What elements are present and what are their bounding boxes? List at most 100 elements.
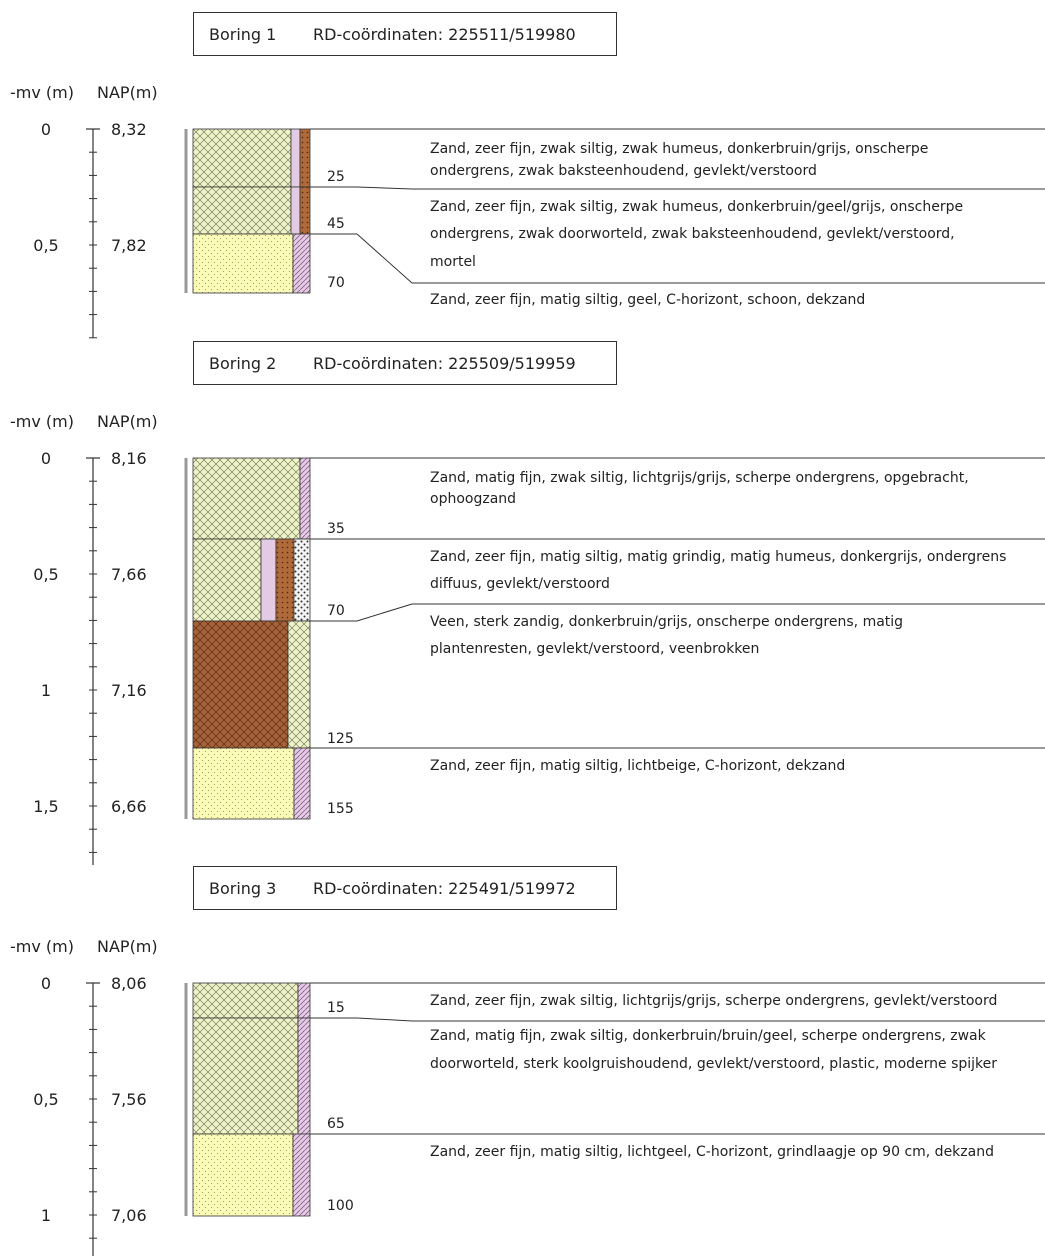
mv-axis-label: -mv (m) xyxy=(10,412,74,431)
mv-tick-label: 0,5 xyxy=(33,1090,58,1109)
layer-depth-label: 45 xyxy=(327,216,345,232)
nap-tick-label: 8,16 xyxy=(111,449,147,468)
description-line: Zand, zeer fijn, matig siltig, lichtgeel… xyxy=(430,1144,994,1160)
description-line: Zand, matig fijn, zwak siltig, donkerbru… xyxy=(430,1028,987,1044)
nap-axis-label: NAP(m) xyxy=(97,412,158,431)
layer-depth-label: 35 xyxy=(327,521,345,537)
nap-axis-label: NAP(m) xyxy=(97,83,158,102)
description-line: Zand, zeer fijn, matig siltig, geel, C-h… xyxy=(430,292,865,308)
boundary-connector xyxy=(310,186,1045,190)
boring-name: Boring 3 xyxy=(209,879,276,898)
boring-2: Boring 2 RD-coördinaten: 225509/519959 -mv… xyxy=(10,341,1045,865)
depth-axis: 0 8,16 0,5 7,66 1 7,16 1,5 6,66 xyxy=(33,449,147,865)
layer-depth-label: 155 xyxy=(327,801,354,817)
depth-axis: 0 8,32 0,5 7,82 xyxy=(33,120,147,339)
soil-layer xyxy=(192,747,311,820)
layer-description: Zand, zeer fijn, zwak siltig, zwak humeu… xyxy=(430,199,963,270)
soil-layer-fill xyxy=(299,128,311,188)
soil-layer xyxy=(192,233,311,294)
boring-header: Boring 1 RD-coördinaten: 225511/519980 xyxy=(193,12,617,56)
boundary-connector xyxy=(310,603,1045,622)
mv-axis-label: -mv (m) xyxy=(10,83,74,102)
description-line: Zand, zeer fijn, matig siltig, matig gri… xyxy=(430,549,1006,565)
mv-axis-label: -mv (m) xyxy=(10,937,74,956)
connector-slope xyxy=(356,1017,413,1022)
layer-description: Zand, zeer fijn, zwak siltig, lichtgrijs… xyxy=(430,993,997,1009)
soil-layer-fill xyxy=(299,457,311,540)
boring-3: Boring 3 RD-coördinaten: 225491/519972 -mv… xyxy=(10,866,1045,1256)
header-box xyxy=(193,866,617,910)
description-line: ondergrens, zwak doorworteld, zwak bakst… xyxy=(430,226,955,242)
connector-slope xyxy=(356,186,413,190)
connector-slope xyxy=(356,603,413,622)
soil-layer-fill xyxy=(299,186,311,235)
description-line: Zand, matig fijn, zwak siltig, lichtgrij… xyxy=(430,470,969,486)
layer-depth-label: 65 xyxy=(327,1116,345,1132)
boring-coordinates: RD-coördinaten: 225509/519959 xyxy=(313,354,576,373)
description-line: Zand, zeer fijn, matig siltig, lichtbeig… xyxy=(430,758,845,774)
description-line: mortel xyxy=(430,254,476,270)
mv-tick-label: 0 xyxy=(41,120,51,139)
soil-layer xyxy=(192,982,311,1019)
soil-layer-fill xyxy=(192,1017,299,1135)
nap-tick-label: 8,32 xyxy=(111,120,147,139)
mv-tick-label: 0 xyxy=(41,974,51,993)
mv-tick-label: 1 xyxy=(41,1206,51,1225)
mv-tick-label: 0 xyxy=(41,449,51,468)
layer-description: Zand, zeer fijn, matig siltig, matig gri… xyxy=(430,549,1006,592)
soil-layer-fill xyxy=(192,982,299,1019)
soil-layer-fill xyxy=(192,457,301,540)
boring-name: Boring 2 xyxy=(209,354,276,373)
layer-description: Zand, matig fijn, zwak siltig, donkerbru… xyxy=(430,1028,997,1072)
soil-layer-fill xyxy=(192,233,294,294)
soil-layer xyxy=(192,620,311,749)
layer-description: Veen, sterk zandig, donkerbruin/grijs, o… xyxy=(430,614,903,657)
soil-layer-fill xyxy=(290,186,301,235)
soil-layer xyxy=(192,538,311,622)
nap-tick-label: 6,66 xyxy=(111,797,147,816)
nap-tick-label: 7,82 xyxy=(111,236,147,255)
soil-layer xyxy=(192,457,311,540)
boring-column xyxy=(192,457,311,820)
soil-layer-fill xyxy=(192,1133,294,1217)
soil-layer xyxy=(192,1017,311,1135)
boundary-connector xyxy=(310,1017,1045,1022)
boring-coordinates: RD-coördinaten: 225491/519972 xyxy=(313,879,576,898)
boring-column xyxy=(192,982,311,1217)
boundary-connector xyxy=(310,233,1045,284)
depth-axis: 0 8,06 0,5 7,56 1 7,06 xyxy=(33,974,147,1256)
description-line: plantenresten, gevlekt/verstoord, veenbr… xyxy=(430,641,759,657)
description-line: Zand, zeer fijn, zwak siltig, zwak humeu… xyxy=(430,199,963,215)
soil-layer-fill xyxy=(192,128,292,188)
layer-depth-label: 100 xyxy=(327,1198,354,1214)
mv-tick-label: 1 xyxy=(41,681,51,700)
soil-layer-fill xyxy=(275,538,295,622)
soil-layer-fill xyxy=(192,186,292,235)
nap-tick-label: 7,56 xyxy=(111,1090,147,1109)
soil-layer xyxy=(192,128,311,188)
mv-tick-label: 0,5 xyxy=(33,565,58,584)
layer-description: Zand, zeer fijn, matig siltig, geel, C-h… xyxy=(430,292,865,308)
description-line: ondergrens, zwak baksteenhoudend, gevlek… xyxy=(430,163,817,179)
description-line: Veen, sterk zandig, donkerbruin/grijs, o… xyxy=(430,614,903,630)
mv-tick-label: 1,5 xyxy=(33,797,58,816)
soil-layer-fill xyxy=(192,620,289,749)
boring-column xyxy=(192,128,311,294)
mv-tick-label: 0,5 xyxy=(33,236,58,255)
soil-layer-fill xyxy=(192,747,295,820)
layer-description: Zand, matig fijn, zwak siltig, lichtgrij… xyxy=(430,470,969,507)
soil-layer xyxy=(192,1133,311,1217)
soil-layer xyxy=(192,186,311,235)
soil-layer-fill xyxy=(293,538,311,622)
boring-1: Boring 1 RD-coördinaten: 225511/519980 -mv… xyxy=(10,12,1045,339)
boring-header: Boring 2 RD-coördinaten: 225509/519959 xyxy=(193,341,617,385)
layer-depth-label: 70 xyxy=(327,275,345,291)
description-line: diffuus, gevlekt/verstoord xyxy=(430,576,610,592)
soil-layer-fill xyxy=(260,538,277,622)
header-box xyxy=(193,341,617,385)
layer-depth-label: 70 xyxy=(327,603,345,619)
layer-depth-label: 25 xyxy=(327,169,345,185)
soil-layer-fill xyxy=(297,982,311,1019)
soil-layer-fill xyxy=(292,233,311,294)
